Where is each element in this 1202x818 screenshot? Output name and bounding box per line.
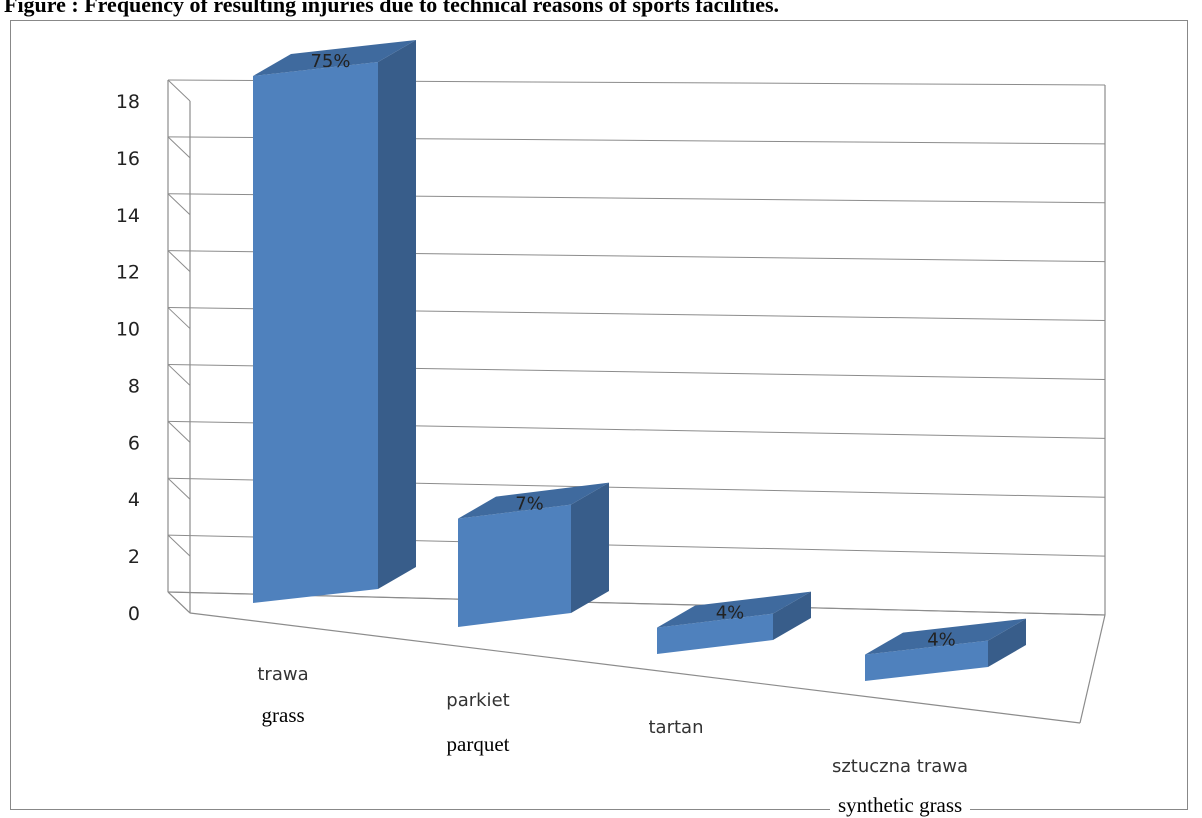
side-gridline: [168, 364, 190, 385]
english-category-label: grass: [262, 703, 305, 728]
y-tick-label: 12: [116, 262, 140, 284]
axis-wall-line: [168, 592, 190, 613]
y-tick-label: 14: [116, 205, 140, 227]
bar-front-face: [458, 505, 571, 627]
bar-trawa: [253, 40, 416, 603]
y-tick-label: 2: [128, 546, 140, 568]
axis-wall-line: [1080, 615, 1105, 723]
y-tick-label: 16: [116, 148, 140, 170]
y-tick-label: 18: [116, 91, 140, 113]
side-gridline: [168, 478, 190, 499]
data-label: 75%: [310, 51, 350, 72]
side-gridline: [168, 194, 190, 215]
side-gridline: [168, 251, 190, 272]
y-tick-label: 6: [128, 432, 140, 454]
bar-front-face: [253, 62, 378, 603]
y-tick-label: 10: [116, 319, 140, 341]
side-gridline: [168, 80, 190, 101]
data-label: 4%: [927, 630, 956, 651]
bar-side-face: [378, 40, 416, 589]
x-category-label: parkiet: [446, 690, 509, 711]
english-category-label: synthetic grass: [830, 793, 970, 818]
y-tick-label: 0: [128, 603, 140, 625]
y-tick-label: 4: [128, 489, 140, 511]
y-tick-label: 8: [128, 375, 140, 397]
side-gridline: [168, 137, 190, 158]
bar-side-face: [571, 483, 609, 613]
side-gridline: [168, 535, 190, 556]
side-gridline: [168, 421, 190, 442]
x-category-label: trawa: [257, 664, 308, 685]
side-gridline: [168, 308, 190, 329]
english-category-label: parquet: [447, 732, 510, 757]
data-label: 7%: [515, 494, 544, 515]
x-category-label: tartan: [649, 717, 704, 738]
data-label: 4%: [716, 603, 745, 624]
x-category-label: sztuczna trawa: [832, 756, 968, 777]
